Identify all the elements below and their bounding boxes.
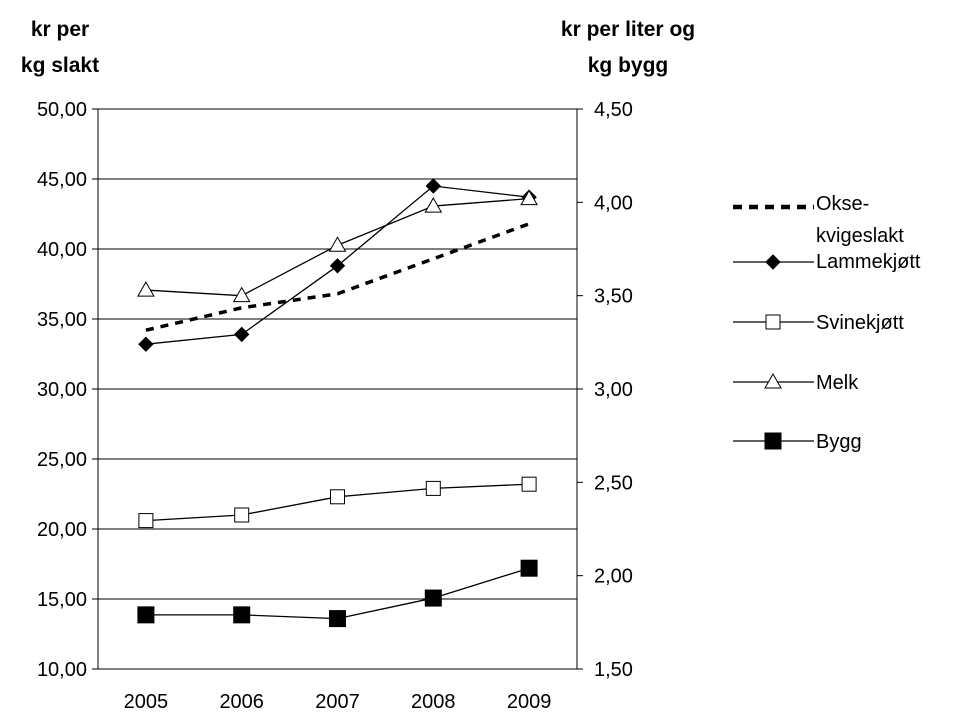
series-layer: [137, 178, 538, 628]
data-point-svinekjott: [521, 476, 537, 492]
legend-label-svinekjott: Svinekjøtt: [816, 312, 904, 334]
data-point-svinekjott: [330, 489, 345, 505]
legend-marker-bygg: [764, 432, 782, 450]
right-axis-title-line-1: kr per liter og: [561, 18, 695, 41]
series-svinekjott: [138, 476, 537, 529]
data-point-bygg: [233, 606, 251, 624]
series-okse-kvigeslakt: [145, 222, 530, 332]
data-point-bygg: [137, 606, 155, 624]
right-y-tick-label: 4,00: [594, 192, 633, 214]
right-y-tick-labels: 1,50 2,00 2,50 3,00 3,50 4,00 4,50: [577, 99, 633, 681]
x-tick-label: 2007: [315, 691, 360, 713]
right-y-tick-label: 3,00: [594, 379, 633, 401]
data-point-lammekjott: [233, 326, 250, 343]
right-y-tick-label: 4,50: [594, 99, 633, 121]
series-melk: [137, 189, 538, 303]
legend-label-melk: Melk: [816, 372, 859, 394]
left-axis-title: kr per kg slakt: [21, 18, 99, 77]
data-point-melk: [424, 197, 443, 213]
right-y-tick-label: 3,50: [594, 286, 633, 308]
legend-item-melk: Melk: [733, 372, 859, 394]
legend-item-okse-kvigeslakt: Okse-kvigeslakt: [733, 193, 904, 247]
data-point-svinekjott: [234, 507, 250, 523]
data-point-melk: [520, 189, 538, 206]
left-y-tick-label: 20,00: [37, 519, 87, 541]
legend-item-bygg: Bygg: [733, 431, 862, 453]
x-tick-label: 2008: [411, 691, 456, 713]
left-axis-title-line-2: kg slakt: [21, 54, 99, 77]
data-point-lammekjott: [425, 178, 442, 194]
right-y-tick-label: 2,50: [594, 472, 633, 494]
right-y-tick-label: 2,00: [594, 566, 633, 588]
legend-item-svinekjott: Svinekjøtt: [733, 312, 904, 334]
legend: Okse-kvigeslakt Lammekjøtt Svinekjøtt Melk B…: [733, 193, 921, 453]
legend-label-lammekjott: Lammekjøtt: [816, 251, 921, 273]
legend-marker-melk: [764, 372, 782, 389]
x-tick-label: 2009: [507, 691, 552, 713]
legend-label-bygg: Bygg: [816, 431, 862, 453]
left-y-tick-label: 15,00: [37, 589, 87, 611]
data-point-bygg: [329, 610, 346, 628]
right-y-tick-label: 1,50: [594, 659, 633, 681]
data-point-melk: [137, 281, 155, 297]
left-y-tick-label: 45,00: [37, 169, 87, 191]
left-y-tick-label: 30,00: [37, 379, 87, 401]
left-y-tick-label: 50,00: [37, 99, 87, 121]
legend-label-okse-kvigeslakt: kvigeslakt: [816, 225, 904, 247]
right-axis-title: kr per liter og kg bygg: [561, 18, 695, 77]
legend-label-okse-kvigeslakt: Okse-: [816, 193, 869, 215]
data-point-svinekjott: [138, 513, 154, 529]
left-y-tick-label: 10,00: [37, 659, 87, 681]
series-line-okse-kvigeslakt: [145, 222, 530, 332]
right-axis-title-line-2: kg bygg: [588, 54, 669, 77]
data-point-melk: [232, 286, 251, 303]
x-tick-labels: 2005 2006 2007 2008 2009: [124, 691, 552, 713]
data-point-lammekjott: [329, 258, 346, 274]
x-tick-label: 2006: [219, 691, 264, 713]
data-point-melk: [328, 236, 347, 252]
left-axis-title-line-1: kr per: [31, 18, 89, 41]
legend-marker-svinekjott: [765, 314, 781, 330]
gridlines: [98, 108, 577, 670]
left-y-tick-label: 25,00: [37, 449, 87, 471]
series-lammekjott: [138, 178, 537, 352]
legend-marker-lammekjott: [765, 254, 781, 270]
left-y-tick-labels: 10,00 15,00 20,00 25,00 30,00 35,00 40,00 45,00…: [37, 99, 98, 681]
x-tick-label: 2005: [124, 691, 169, 713]
left-y-tick-label: 35,00: [37, 309, 87, 331]
data-point-lammekjott: [138, 336, 154, 352]
data-point-svinekjott: [425, 480, 441, 496]
data-point-bygg: [424, 589, 442, 607]
data-point-bygg: [520, 559, 538, 577]
legend-item-lammekjott: Lammekjøtt: [733, 251, 921, 273]
series-bygg: [137, 559, 538, 628]
left-y-tick-label: 40,00: [37, 239, 87, 261]
